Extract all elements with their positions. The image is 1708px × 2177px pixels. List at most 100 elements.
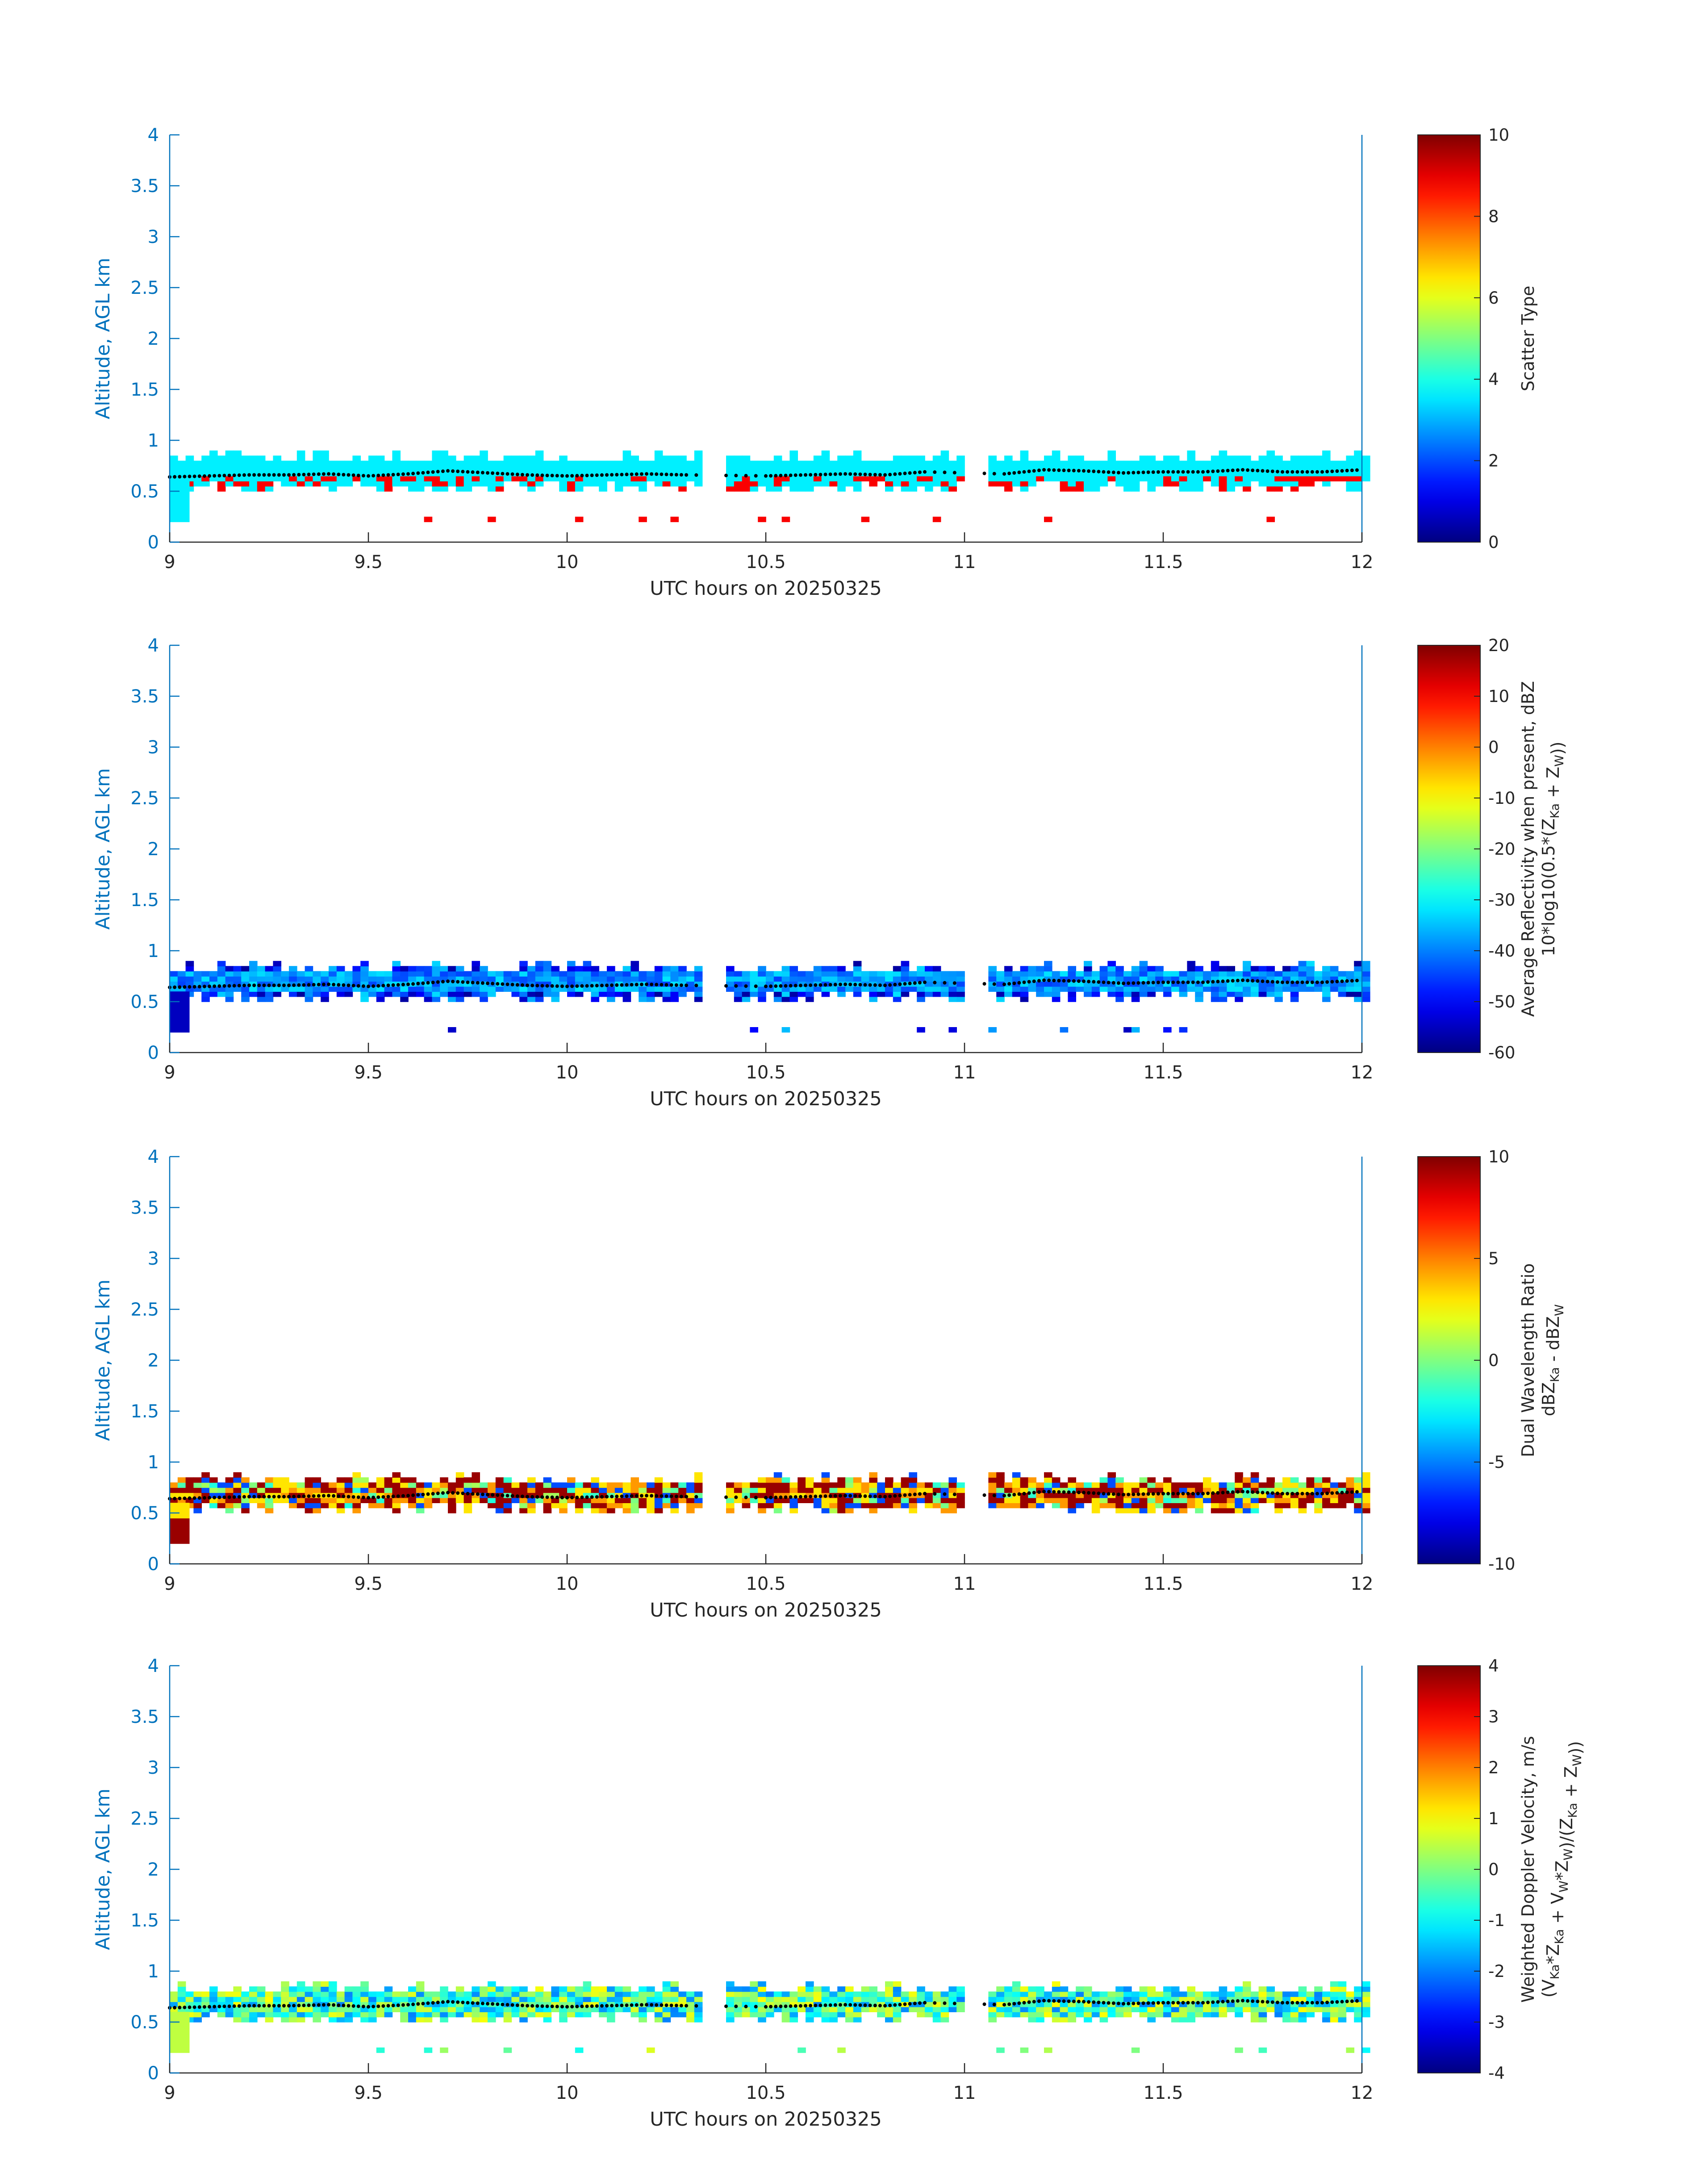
cloud-base-point: [784, 1495, 788, 1499]
cloud-base-point: [401, 2003, 405, 2007]
heatmap-cell: [869, 460, 877, 466]
heatmap-cell: [344, 466, 353, 472]
heatmap-cell: [901, 986, 910, 992]
cloud-base-point: [898, 1494, 902, 1497]
heatmap-cell: [305, 2006, 313, 2012]
heatmap-cell: [742, 486, 751, 492]
heatmap-cell: [829, 1482, 838, 1488]
cloud-base-point: [1340, 1491, 1344, 1495]
heatmap-cell: [829, 476, 838, 481]
heatmap-cell: [408, 976, 417, 982]
heatmap-cell: [853, 2017, 862, 2022]
cloud-base-point: [793, 984, 798, 988]
heatmap-cell: [1052, 981, 1061, 987]
heatmap-cell: [662, 1497, 671, 1503]
cloud-base-point: [600, 2004, 604, 2008]
heatmap-cell: [1107, 986, 1116, 992]
cloud-base-point: [446, 2000, 450, 2004]
heatmap-cell: [948, 1027, 957, 1033]
cloud-base-point: [560, 1496, 564, 1500]
heatmap-cell: [1147, 466, 1156, 472]
heatmap-cell: [1076, 481, 1084, 487]
heatmap-cell: [233, 2017, 242, 2022]
heatmap-cell: [455, 991, 464, 997]
cloud-base-point: [893, 472, 897, 476]
heatmap-cell: [368, 976, 377, 982]
heatmap-cell: [177, 1482, 186, 1488]
heatmap-cell: [1028, 2017, 1036, 2022]
heatmap-cell: [1362, 1991, 1370, 1997]
cloud-base-point: [764, 984, 768, 988]
cloud-base-point: [809, 2004, 813, 2008]
heatmap-cell: [233, 1477, 242, 1483]
colorbar-tick-label: 4: [1488, 370, 1499, 389]
heatmap-cell: [352, 966, 361, 972]
heatmap-cell: [758, 517, 766, 522]
heatmap-cell: [352, 1497, 361, 1503]
heatmap-cell: [837, 971, 846, 977]
cloud-base-point: [585, 1495, 589, 1499]
heatmap-cell: [813, 466, 822, 472]
heatmap-cell: [1258, 466, 1267, 472]
heatmap-cell: [360, 996, 369, 1002]
heatmap-cell: [1020, 976, 1029, 982]
cloud-base-point: [952, 1492, 956, 1496]
heatmap-cell: [631, 2006, 639, 2012]
heatmap-cell: [1219, 1488, 1228, 1493]
cloud-base-point: [595, 1495, 599, 1499]
heatmap-cell: [734, 481, 743, 487]
heatmap-cell: [917, 971, 925, 977]
heatmap-cell: [296, 991, 305, 997]
y-tick-label: 4: [148, 635, 159, 656]
cloud-base-point: [1127, 1492, 1131, 1496]
cloud-base-point: [1281, 470, 1284, 474]
cloud-base-point: [1176, 1492, 1180, 1496]
heatmap-cell: [416, 460, 425, 466]
heatmap-cell: [329, 1981, 337, 1987]
heatmap-cell: [209, 1503, 218, 1508]
heatmap-cell: [837, 481, 846, 487]
heatmap-cell: [1139, 991, 1148, 997]
heatmap-cell: [225, 1477, 234, 1483]
heatmap-cell: [408, 1488, 417, 1493]
heatmap-cell: [1195, 1488, 1203, 1493]
heatmap-cell: [464, 481, 472, 487]
x-tick-label: 10.5: [746, 1062, 785, 1083]
heatmap-cell: [1036, 1991, 1044, 1997]
heatmap-cell: [956, 460, 965, 466]
heatmap-cell: [305, 986, 313, 992]
heatmap-cell: [424, 1488, 433, 1493]
heatmap-cell: [1211, 1508, 1219, 1513]
heatmap-cell: [639, 996, 647, 1002]
cloud-base-point: [868, 983, 872, 987]
heatmap-cell: [1036, 460, 1044, 466]
heatmap-cell: [352, 1482, 361, 1488]
heatmap-cell: [1306, 2012, 1315, 2018]
cloud-base-point: [1275, 470, 1279, 474]
heatmap-cell: [662, 2017, 671, 2022]
heatmap-cell: [1115, 1986, 1124, 1992]
cloud-base-point: [883, 983, 887, 987]
y-tick-label: 2: [148, 839, 159, 860]
heatmap-cell: [535, 1482, 544, 1488]
heatmap-cell: [1330, 1981, 1339, 1987]
heatmap-cell: [813, 455, 822, 461]
cloud-base-point: [590, 1495, 594, 1499]
cloud-base-point: [451, 469, 455, 473]
heatmap-cell: [296, 2017, 305, 2022]
heatmap-cell: [440, 966, 448, 972]
heatmap-cell: [1322, 986, 1331, 992]
heatmap-cell: [1258, 1997, 1267, 2002]
cloud-base-point: [1320, 1492, 1324, 1496]
cloud-base-point: [933, 470, 937, 474]
heatmap-cell: [1243, 455, 1251, 461]
heatmap-cell: [869, 1503, 877, 1508]
heatmap-cell: [273, 1991, 281, 1997]
y-tick-label: 0: [148, 1043, 159, 1063]
heatmap-cell: [1227, 1497, 1235, 1503]
cloud-base-point: [888, 983, 892, 987]
heatmap-cell: [281, 1981, 289, 1987]
heatmap-cell: [321, 976, 329, 982]
cloud-base-point: [441, 2000, 445, 2004]
heatmap-cell: [1362, 1503, 1370, 1508]
